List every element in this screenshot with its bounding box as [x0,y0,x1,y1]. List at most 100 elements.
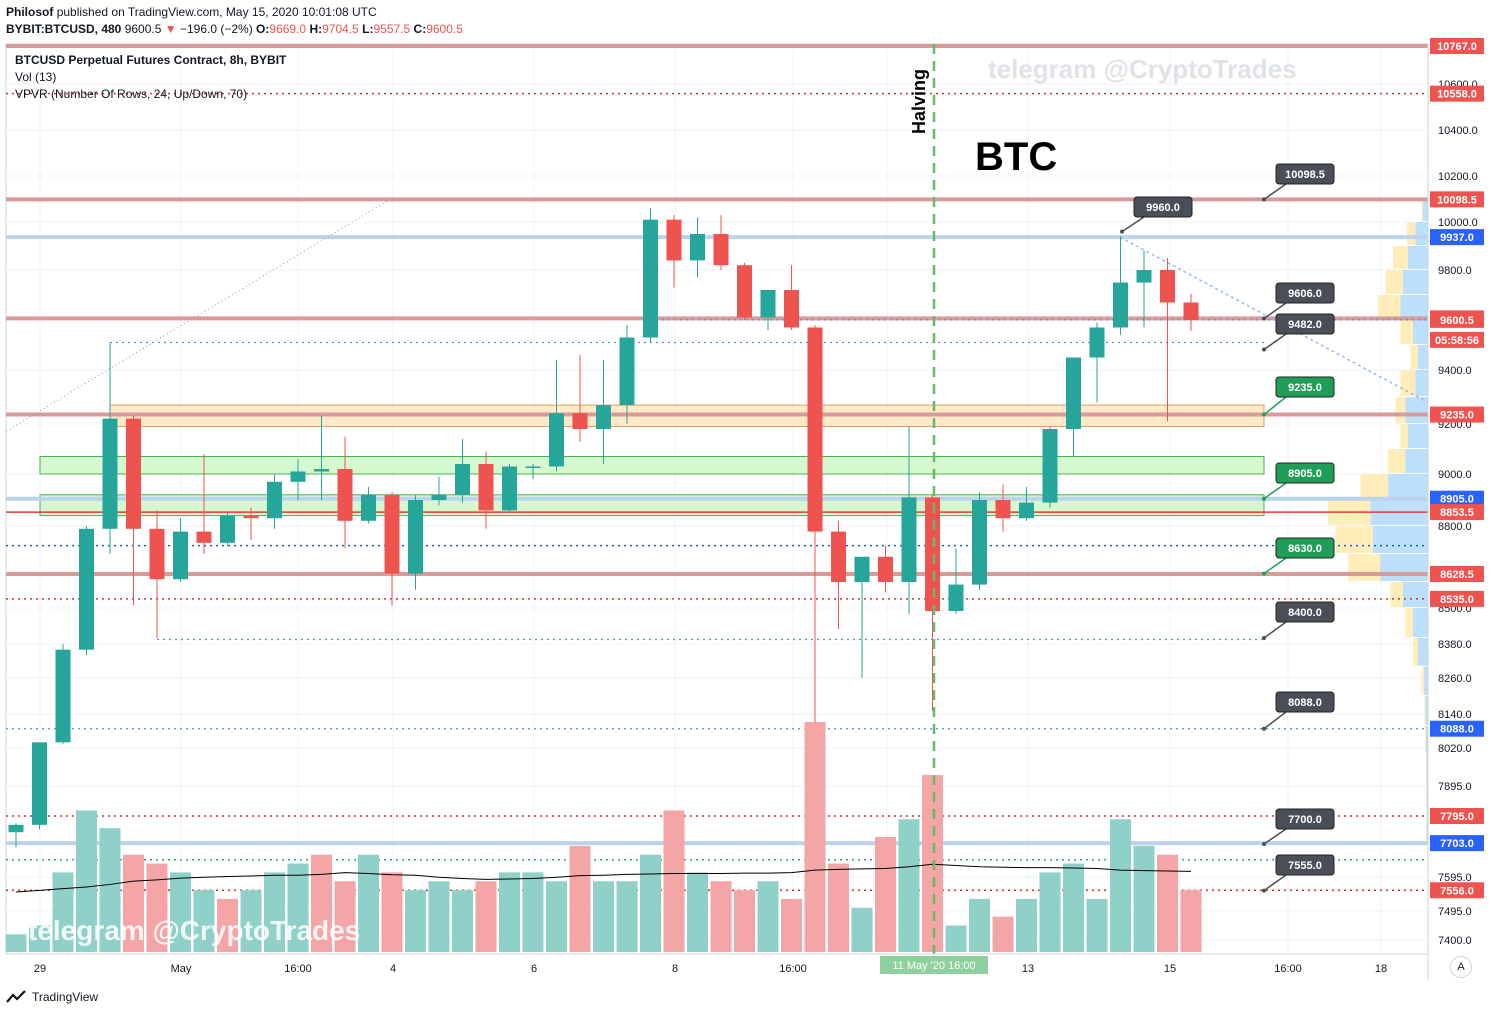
vpvr-bar-down [1425,725,1426,754]
price-tick: 8800.0 [1438,521,1472,533]
callout-label: 8088.0 [1288,697,1322,709]
candle-body [784,290,799,328]
candle-body [79,528,94,650]
callout-dot [1120,229,1124,234]
volume-bar [240,890,262,952]
volume-bar [52,872,74,952]
price-tick: 8380.0 [1438,639,1472,651]
candle-body [643,219,658,338]
price-label: 10767.0 [1437,41,1477,53]
price-tick: 8140.0 [1438,709,1472,721]
callout-dot [1262,571,1266,576]
open-value: 9669.0 [269,22,307,36]
price-tick: 8260.0 [1438,673,1472,685]
high-value: 9704.5 [322,22,359,36]
vpvr-bar-up [1400,295,1428,319]
vpvr-bar-down [1421,199,1423,221]
vpvr-bar-down [1395,397,1406,423]
price-label-bg [1430,566,1484,583]
time-tick: 4 [390,963,396,975]
volume-bar [734,890,755,952]
halving-date-bg [880,956,988,974]
candle-body [408,500,423,574]
price-tick: 7895.0 [1438,781,1472,793]
candle-body [901,497,917,582]
volume-bar [781,898,802,952]
last-price: 9600.5 [124,22,162,36]
callout-dot [1262,496,1266,501]
vpvr-bar-up [1405,449,1428,473]
volume-bar [405,890,426,952]
callout-box [1275,691,1335,713]
volume-bar [522,872,544,952]
price-label: 8905.0 [1440,494,1474,506]
volume-bar [663,810,685,952]
candle-body [220,515,235,543]
candle-body [925,497,940,611]
volume-bar [687,872,708,952]
callout-dot [1262,842,1266,846]
candle-body [55,649,71,743]
candle-body [267,481,282,519]
published-info: published on TradingView.com, May 15, 20… [56,5,377,19]
volume-bar [193,890,215,952]
price-label: 8088.0 [1440,724,1474,736]
symbol-label: BYBIT:BTCUSD, 480 [6,22,122,36]
time-tick: 18 [1375,963,1387,975]
tradingview-icon [6,990,26,1003]
callout-box [1275,462,1335,484]
callout-dot [1262,197,1266,202]
candle-body [243,515,259,519]
volume-bar [1016,898,1037,952]
volume-bar [1086,898,1108,952]
callout-dot [1262,888,1266,893]
price-label: 7556.0 [1440,885,1474,897]
candle-body [431,494,447,500]
callout-label: 8905.0 [1288,468,1322,480]
callout-label: 9960.0 [1146,202,1180,214]
price-label-bg [1430,504,1484,521]
volume-bar [616,881,638,952]
volume-bar [29,925,50,952]
candle-body [1160,270,1175,303]
callout-label: 9235.0 [1288,382,1322,394]
volume-bar [710,881,732,952]
volume-bar [593,881,614,952]
price-axis[interactable]: 10600.010400.010200.010000.09800.09400.0… [1427,38,1494,980]
candle-body [1019,502,1034,519]
vpvr-bar-down [1406,222,1416,245]
callout-pointer [1263,482,1287,500]
volume-bar [922,775,943,952]
price-label-bg [1430,720,1484,737]
candle-body [502,466,517,511]
time-tick: 6 [531,963,537,975]
trend-line-up [5,198,391,432]
vpvr-bar-down [1360,474,1388,499]
candle-body [1136,270,1152,283]
callout-label: 7700.0 [1288,814,1322,826]
tradingview-logo[interactable]: TradingView [6,990,98,1004]
candle-body [1089,327,1105,358]
vpvr-bar-down [1424,696,1426,725]
price-tick: 8020.0 [1438,743,1472,755]
volume-bar [217,898,238,952]
volume-bar [1180,890,1202,952]
callout-box [1275,601,1335,623]
vpvr-bar-up [1403,270,1428,294]
price-tick: 10400.0 [1438,125,1478,137]
trend-line-down [1119,236,1429,404]
volume-bar [475,881,497,952]
vpvr-bar-down [1405,608,1413,637]
auto-scale-button[interactable]: A [1450,956,1472,978]
candle-body [596,405,611,429]
candle-body [196,531,212,543]
price-label: 7703.0 [1440,838,1474,850]
candle-body [149,528,165,580]
callout-pointer [1263,874,1287,892]
volume-bar [358,854,379,952]
candle-body [948,584,964,611]
close-value: 9600.5 [426,22,463,36]
volume-bars [5,722,1202,952]
